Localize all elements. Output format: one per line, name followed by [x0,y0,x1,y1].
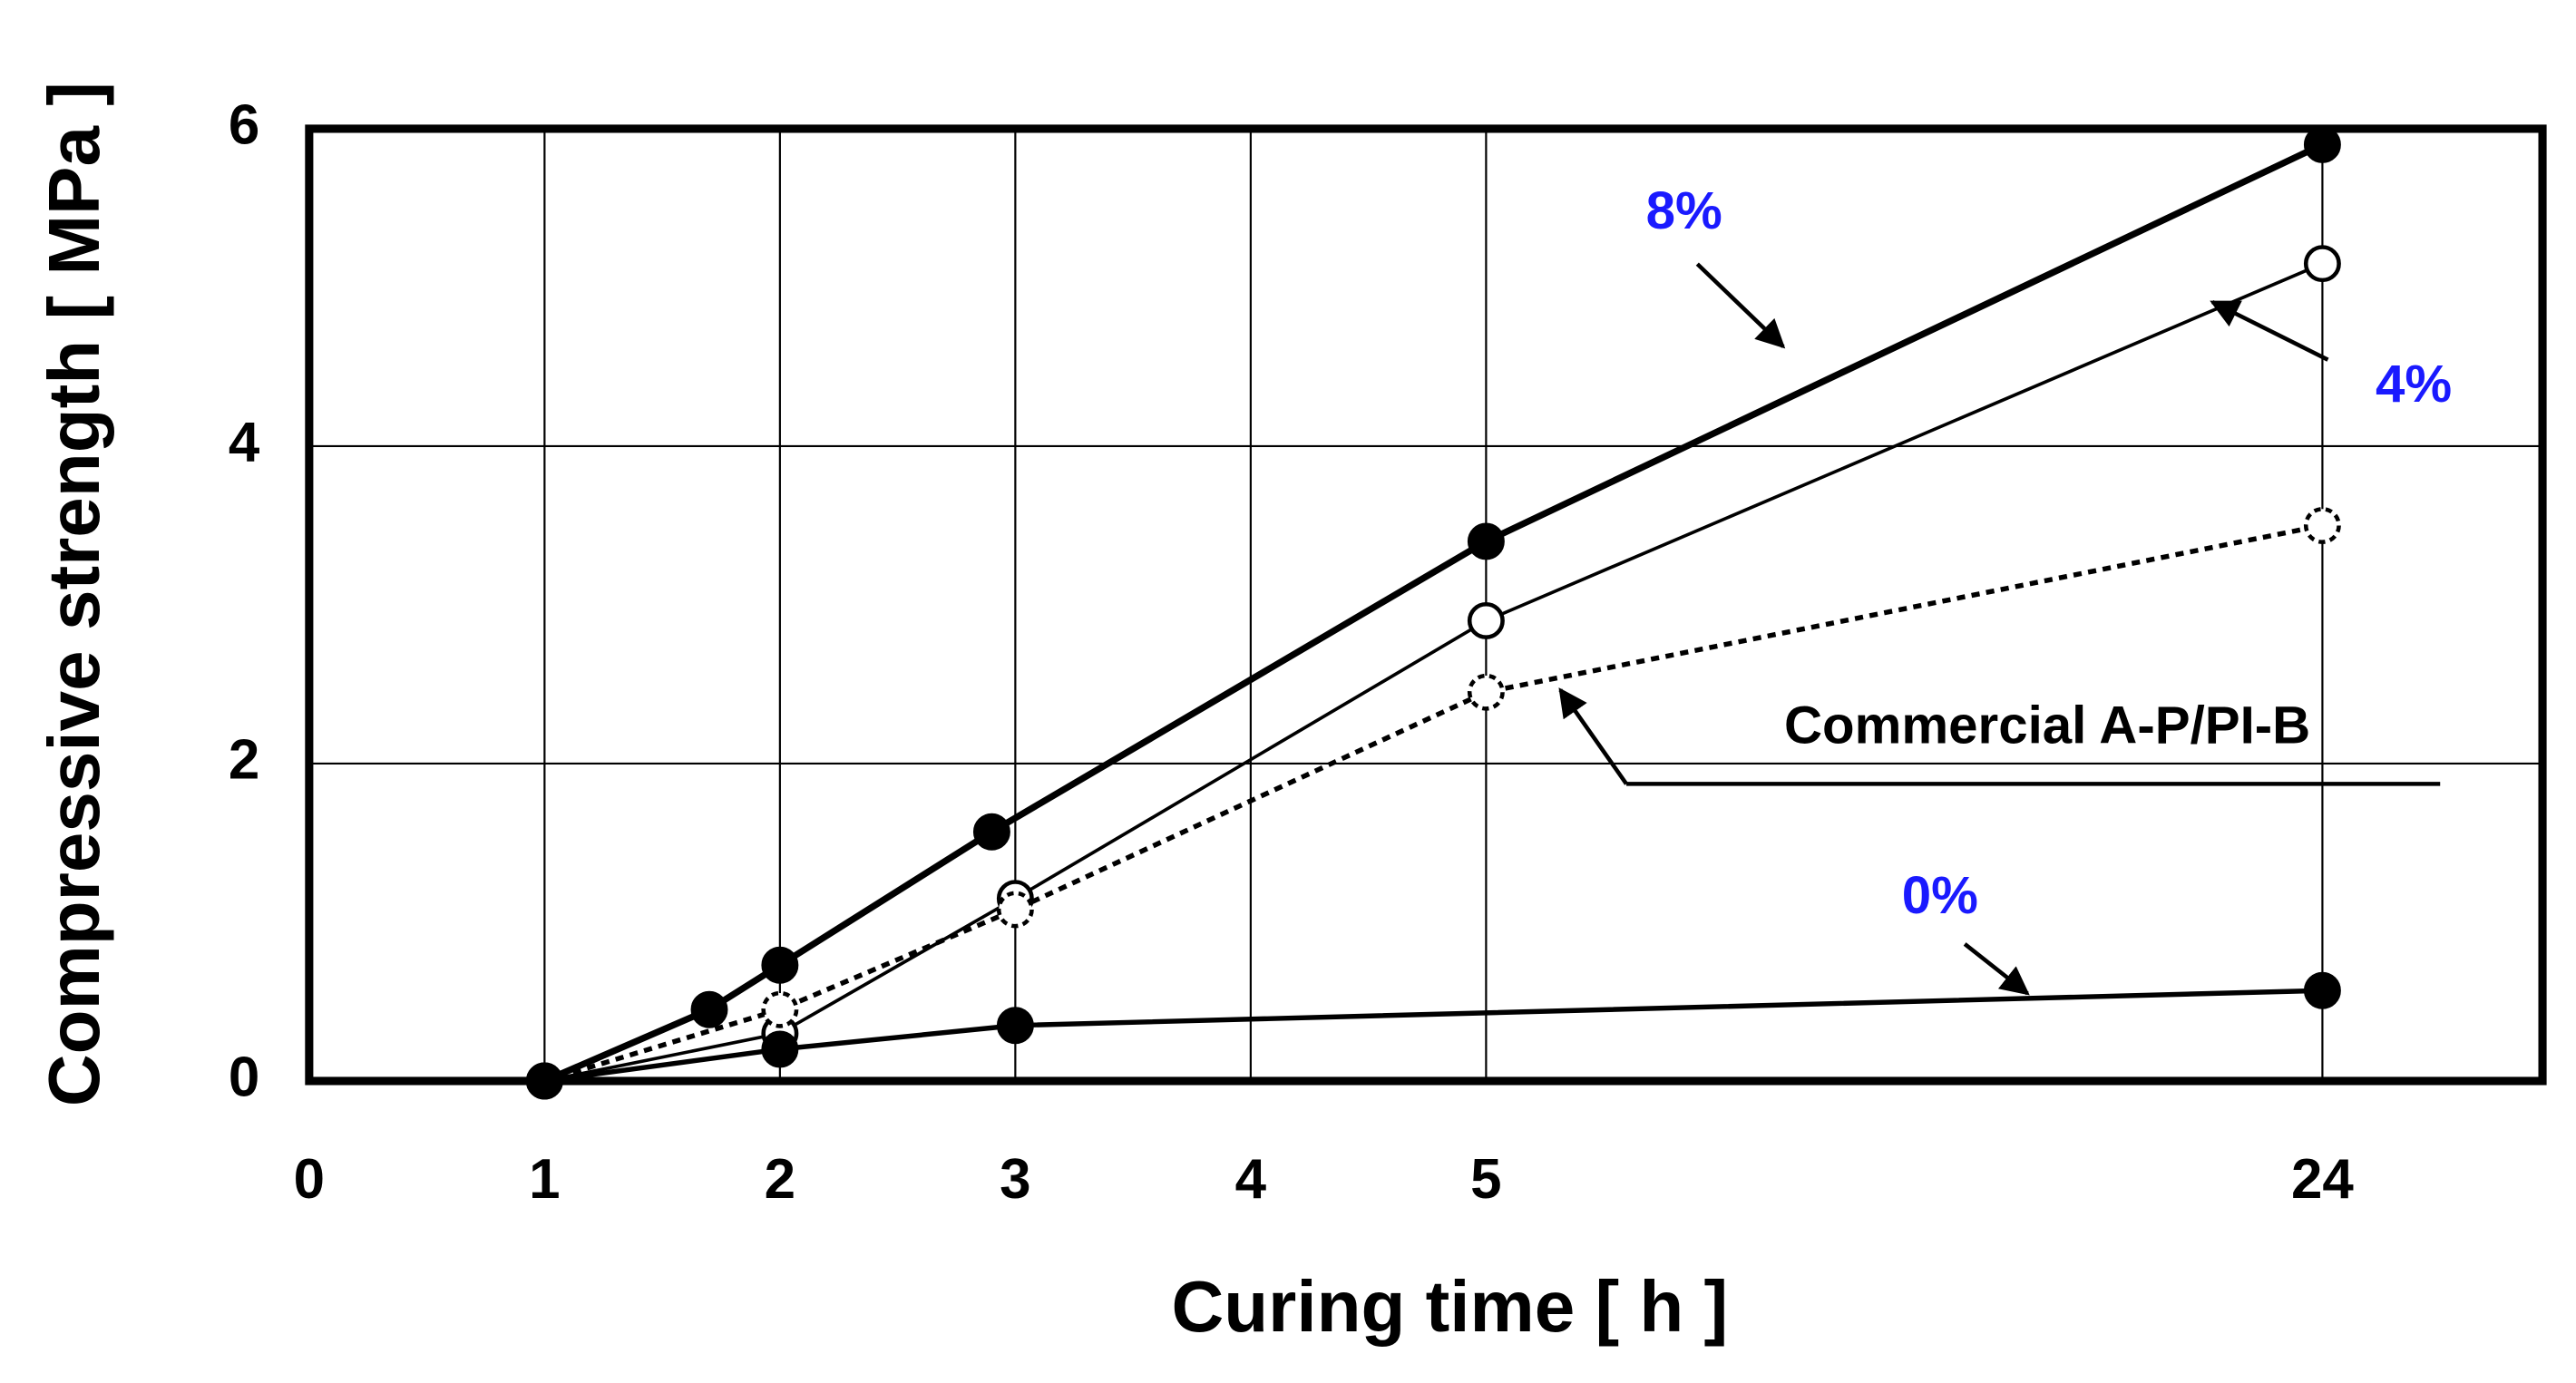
y-tick-label: 0 [229,1046,259,1108]
data-point [761,990,799,1028]
x-tick-label: 2 [765,1148,795,1211]
series-line [542,141,2324,1085]
x-tick-label: 0 [294,1148,325,1211]
series-label: 0% [1902,866,1978,925]
y-tick-label: 4 [229,411,260,473]
annotation-arrow [2210,299,2329,362]
plot-frame [305,124,2547,1086]
annotation-arrow [1963,942,2030,996]
x-tick-label: 24 [2291,1148,2354,1211]
x-tick-label: 4 [1235,1148,1267,1211]
series-label: 8% [1646,181,1722,240]
y-axis-title: Compressive strength [ MPa ] [34,82,114,1106]
series-label: 4% [2376,355,2452,414]
series-label: Commercial A-P/PI-B [1784,696,2310,755]
data-point [2303,125,2341,163]
annotation-arrow [1695,262,1786,349]
data-point [1467,601,1505,639]
data-point [761,1030,799,1068]
x-tick-label: 3 [1000,1148,1030,1211]
series-line [543,988,2323,1084]
x-tick-label: 5 [1470,1148,1501,1211]
data-point [1467,673,1505,711]
data-point [525,1062,563,1100]
x-axis-title: Curing time [ h ] [1171,1266,1728,1347]
y-tick-label: 6 [229,93,259,156]
data-point [996,1007,1034,1045]
data-point [1467,522,1505,560]
annotation-arrow [1558,687,1628,785]
data-point [972,813,1010,851]
data-point [690,990,728,1028]
x-tick-label: 1 [529,1148,560,1211]
series-line [543,522,2323,1084]
data-point [761,946,799,984]
data-point [996,891,1034,929]
data-point [2303,245,2341,283]
y-tick-label: 2 [229,728,259,791]
data-point [2303,971,2341,1009]
data-point [2303,506,2341,544]
